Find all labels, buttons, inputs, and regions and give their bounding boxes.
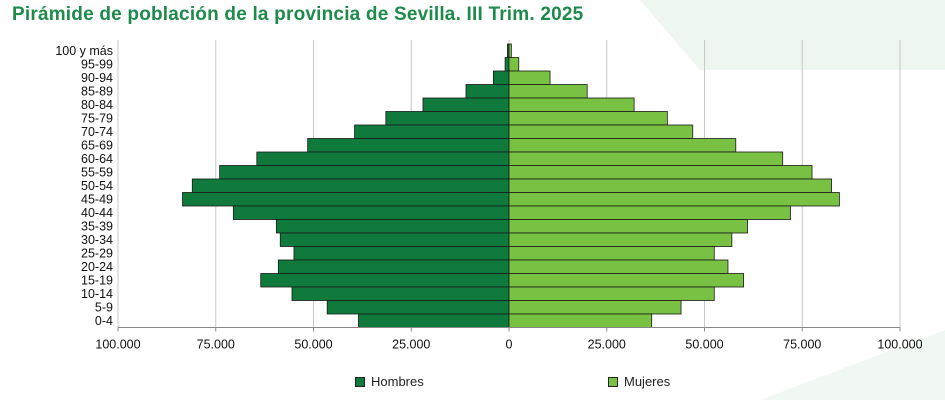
x-tick-label: 25.000	[588, 338, 626, 352]
y-tick-label: 70-74	[81, 125, 113, 139]
x-tick-label: 50.000	[685, 338, 723, 352]
y-tick-label: 40-44	[81, 206, 113, 220]
bar-mujeres-90-94	[508, 70, 551, 85]
legend-item-mujeres: Mujeres	[608, 374, 670, 389]
bar-hombres-20-24	[277, 259, 510, 274]
bar-hombres-0-4	[358, 313, 510, 328]
legend-swatch-hombres	[355, 376, 365, 387]
y-tick-label: 5-9	[95, 301, 113, 315]
y-tick-label: 60-64	[81, 152, 113, 166]
bar-hombres-45-49	[182, 192, 510, 207]
bar-mujeres-35-39	[508, 219, 748, 234]
y-tick-label: 80-84	[81, 98, 113, 112]
x-tick-label: 75.000	[197, 338, 235, 352]
bar-mujeres-25-29	[508, 246, 715, 261]
x-tick-label: 100.000	[877, 338, 922, 352]
bar-hombres-5-9	[326, 300, 510, 315]
y-tick-label: 25-29	[81, 247, 113, 261]
bar-hombres-70-74	[354, 124, 510, 139]
bar-mujeres-20-24	[508, 259, 729, 274]
bar-hombres-55-59	[219, 165, 510, 180]
y-tick-label: 15-19	[81, 274, 113, 288]
y-tick-label: 20-24	[81, 260, 113, 274]
bar-mujeres-30-34	[508, 232, 733, 247]
chart-legend: Hombres Mujeres	[0, 374, 945, 394]
bar-mujeres-40-44	[508, 205, 791, 220]
bar-mujeres-15-19	[508, 273, 745, 288]
y-tick-label: 10-14	[81, 287, 113, 301]
y-tick-label: 75-79	[81, 112, 113, 126]
bar-hombres-10-14	[291, 286, 510, 301]
y-tick-label: 55-59	[81, 166, 113, 180]
bar-mujeres-75-79	[508, 111, 668, 126]
legend-label-mujeres: Mujeres	[624, 374, 671, 389]
bar-hombres-65-69	[307, 138, 510, 153]
legend-swatch-mujeres	[608, 376, 618, 387]
y-tick-label: 0-4	[95, 314, 113, 328]
bar-mujeres-0-4	[508, 313, 653, 328]
bar-mujeres-80-84	[508, 97, 635, 112]
y-tick-label: 30-34	[81, 233, 113, 247]
bar-mujeres-50-54	[508, 178, 832, 193]
y-tick-label: 65-69	[81, 139, 113, 153]
x-tick-label: 75.000	[783, 338, 821, 352]
bar-mujeres-45-49	[508, 192, 840, 207]
bar-mujeres-100 y más	[508, 43, 512, 58]
bar-hombres-35-39	[275, 219, 510, 234]
x-tick-label: 100.000	[95, 338, 140, 352]
bar-hombres-25-29	[293, 246, 510, 261]
bar-mujeres-55-59	[508, 165, 813, 180]
bar-hombres-40-44	[232, 205, 510, 220]
bar-mujeres-10-14	[508, 286, 715, 301]
bar-mujeres-65-69	[508, 138, 737, 153]
bar-mujeres-85-89	[508, 84, 588, 99]
x-tick-label: 0	[506, 338, 513, 352]
chart-title: Pirámide de población de la provincia de…	[12, 4, 584, 25]
bar-mujeres-70-74	[508, 124, 694, 139]
bar-hombres-30-34	[279, 232, 510, 247]
y-tick-label: 35-39	[81, 220, 113, 234]
x-tick-label: 25.000	[392, 338, 430, 352]
bar-mujeres-5-9	[508, 300, 682, 315]
y-tick-label: 100 y más	[55, 44, 113, 58]
bar-mujeres-95-99	[508, 57, 520, 72]
population-pyramid-chart: 100 y más95-9990-9485-8980-8475-7970-746…	[55, 40, 923, 352]
y-tick-label: 45-49	[81, 193, 113, 207]
x-tick-label: 50.000	[294, 338, 332, 352]
bar-mujeres-60-64	[508, 151, 784, 166]
y-tick-label: 90-94	[81, 71, 113, 85]
legend-label-hombres: Hombres	[371, 374, 424, 389]
bar-hombres-95-99	[504, 57, 510, 72]
bar-hombres-75-79	[385, 111, 510, 126]
bar-hombres-50-54	[191, 178, 510, 193]
bar-hombres-60-64	[256, 151, 510, 166]
bar-hombres-85-89	[465, 84, 510, 99]
y-tick-label: 50-54	[81, 179, 113, 193]
bar-hombres-90-94	[492, 70, 510, 85]
legend-item-hombres: Hombres	[355, 374, 424, 389]
y-tick-label: 95-99	[81, 58, 113, 72]
bar-hombres-80-84	[422, 97, 510, 112]
y-tick-label: 85-89	[81, 85, 113, 99]
bar-hombres-15-19	[260, 273, 510, 288]
